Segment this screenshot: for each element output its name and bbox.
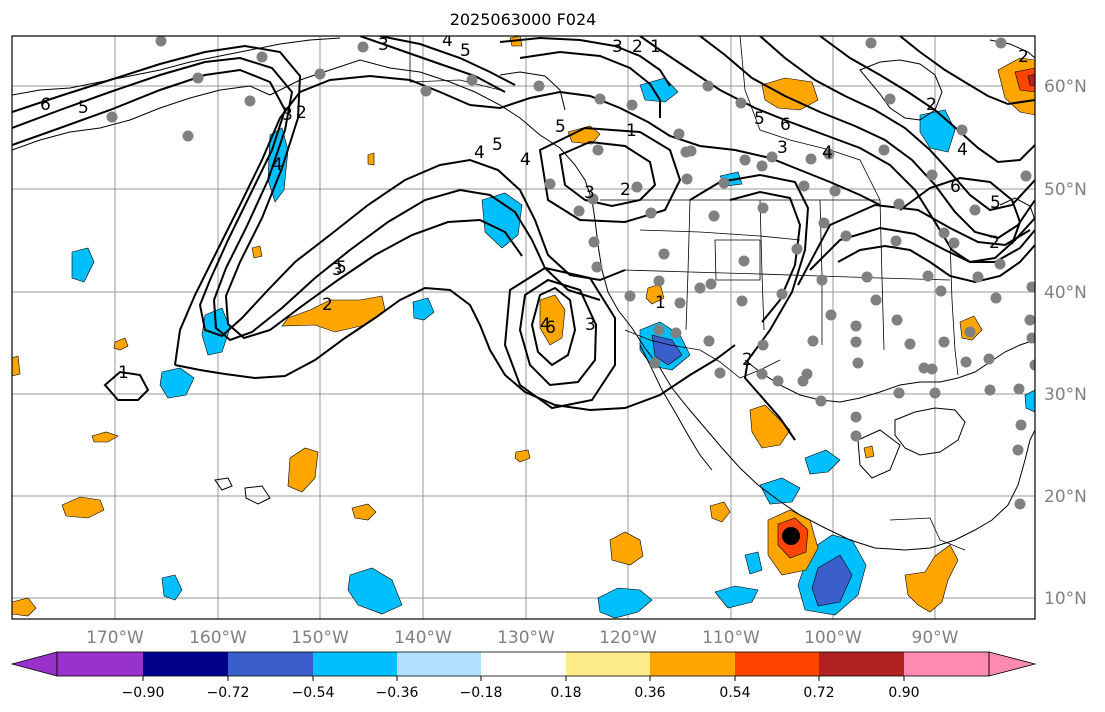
svg-text:5: 5 [336,258,347,278]
svg-text:3: 3 [612,37,623,57]
colorbar-tick-label: 0.36 [634,685,665,701]
svg-text:50°N: 50°N [1044,180,1087,200]
svg-text:6: 6 [780,115,791,135]
svg-text:5: 5 [754,109,765,129]
svg-text:1: 1 [626,121,637,141]
svg-text:1: 1 [655,293,666,313]
svg-text:2: 2 [989,233,1000,253]
svg-text:20°N: 20°N [1044,487,1087,507]
svg-text:4: 4 [957,140,968,160]
svg-text:130°W: 130°W [497,628,555,648]
colorbar-segment [57,652,143,676]
colorbar-tick-label: −0.54 [292,685,335,701]
graticule [12,36,1035,619]
svg-text:5: 5 [78,98,89,118]
svg-text:90°W: 90°W [912,628,959,648]
colorbar-segment [228,652,313,676]
svg-text:3: 3 [585,315,596,335]
colorbar-segment [397,652,481,676]
station-markers [106,36,1035,510]
svg-text:5: 5 [555,117,566,137]
svg-text:2: 2 [620,180,631,200]
colorbar-tick-label: −0.72 [207,685,250,701]
latitude-labels: 60°N 50°N 40°N 30°N 20°N 10°N [1044,77,1087,609]
political-borders [409,36,966,551]
svg-text:4: 4 [442,31,453,51]
svg-text:2: 2 [322,295,333,315]
colorbar-segment [735,652,819,676]
svg-text:2: 2 [632,37,643,57]
colorbar-tick-label: 0.72 [803,685,834,701]
svg-text:2: 2 [926,95,937,115]
colorbar-segment [481,652,566,676]
colorbar-tick-label: 0.90 [888,685,919,701]
colorbar-tick-label: −0.18 [460,685,503,701]
svg-text:110°W: 110°W [702,628,760,648]
colorbar: −0.90 −0.72 −0.54 −0.36 −0.18 0.18 0.36 … [10,651,1037,701]
svg-text:1: 1 [650,37,661,57]
svg-text:150°W: 150°W [291,628,349,648]
contour-labels: 6 5 3 4 5 3 2 1 2 3 4 5 1 5 6 3 4 2 4 6 … [40,31,1029,383]
map-frame [11,35,1036,620]
svg-text:160°W: 160°W [189,628,247,648]
svg-text:2: 2 [296,103,307,123]
colorbar-segment [313,652,397,676]
svg-text:5: 5 [492,135,503,155]
svg-text:3: 3 [282,105,293,125]
svg-text:2: 2 [742,350,753,370]
svg-text:5: 5 [990,193,1001,213]
svg-text:3: 3 [777,138,788,158]
colorbar-min-extend [10,651,58,677]
svg-text:60°N: 60°N [1044,77,1087,97]
svg-text:6: 6 [40,95,51,115]
svg-text:3: 3 [584,183,595,203]
svg-text:40°N: 40°N [1044,283,1087,303]
svg-text:3: 3 [378,35,389,55]
svg-text:4: 4 [272,155,283,175]
svg-text:4: 4 [520,150,531,170]
colorbar-segment [143,652,228,676]
svg-text:140°W: 140°W [394,628,452,648]
map-area [12,36,1035,619]
colorbar-tick-label: −0.90 [122,685,165,701]
svg-text:100°W: 100°W [804,628,862,648]
svg-text:6: 6 [950,177,961,197]
svg-text:1: 1 [118,363,129,383]
map-title: 2025063000 F024 [450,10,597,29]
colorbar-segment [650,652,735,676]
svg-text:4: 4 [474,143,485,163]
svg-text:30°N: 30°N [1044,385,1087,405]
svg-text:4: 4 [540,315,551,335]
svg-text:3: 3 [332,260,343,280]
svg-text:10°N: 10°N [1044,589,1087,609]
colorbar-segment [904,652,989,676]
svg-text:4: 4 [822,143,833,163]
svg-text:120°W: 120°W [599,628,657,648]
svg-text:2: 2 [1018,47,1029,67]
colorbar-tick-label: 0.54 [719,685,750,701]
svg-text:6: 6 [545,318,556,338]
colorbar-segment [819,652,904,676]
longitude-labels: 170°W 160°W 150°W 140°W 130°W 120°W 110°… [86,628,959,648]
colorbar-tick-label: −0.36 [376,685,419,701]
storm-center-marker [782,527,800,545]
svg-text:170°W: 170°W [86,628,144,648]
colorbar-max-extend [988,651,1037,677]
colorbar-tick-label: 0.18 [550,685,581,701]
colorbar-segment [566,652,650,676]
contour-lines [12,36,1035,441]
svg-text:5: 5 [460,41,471,61]
